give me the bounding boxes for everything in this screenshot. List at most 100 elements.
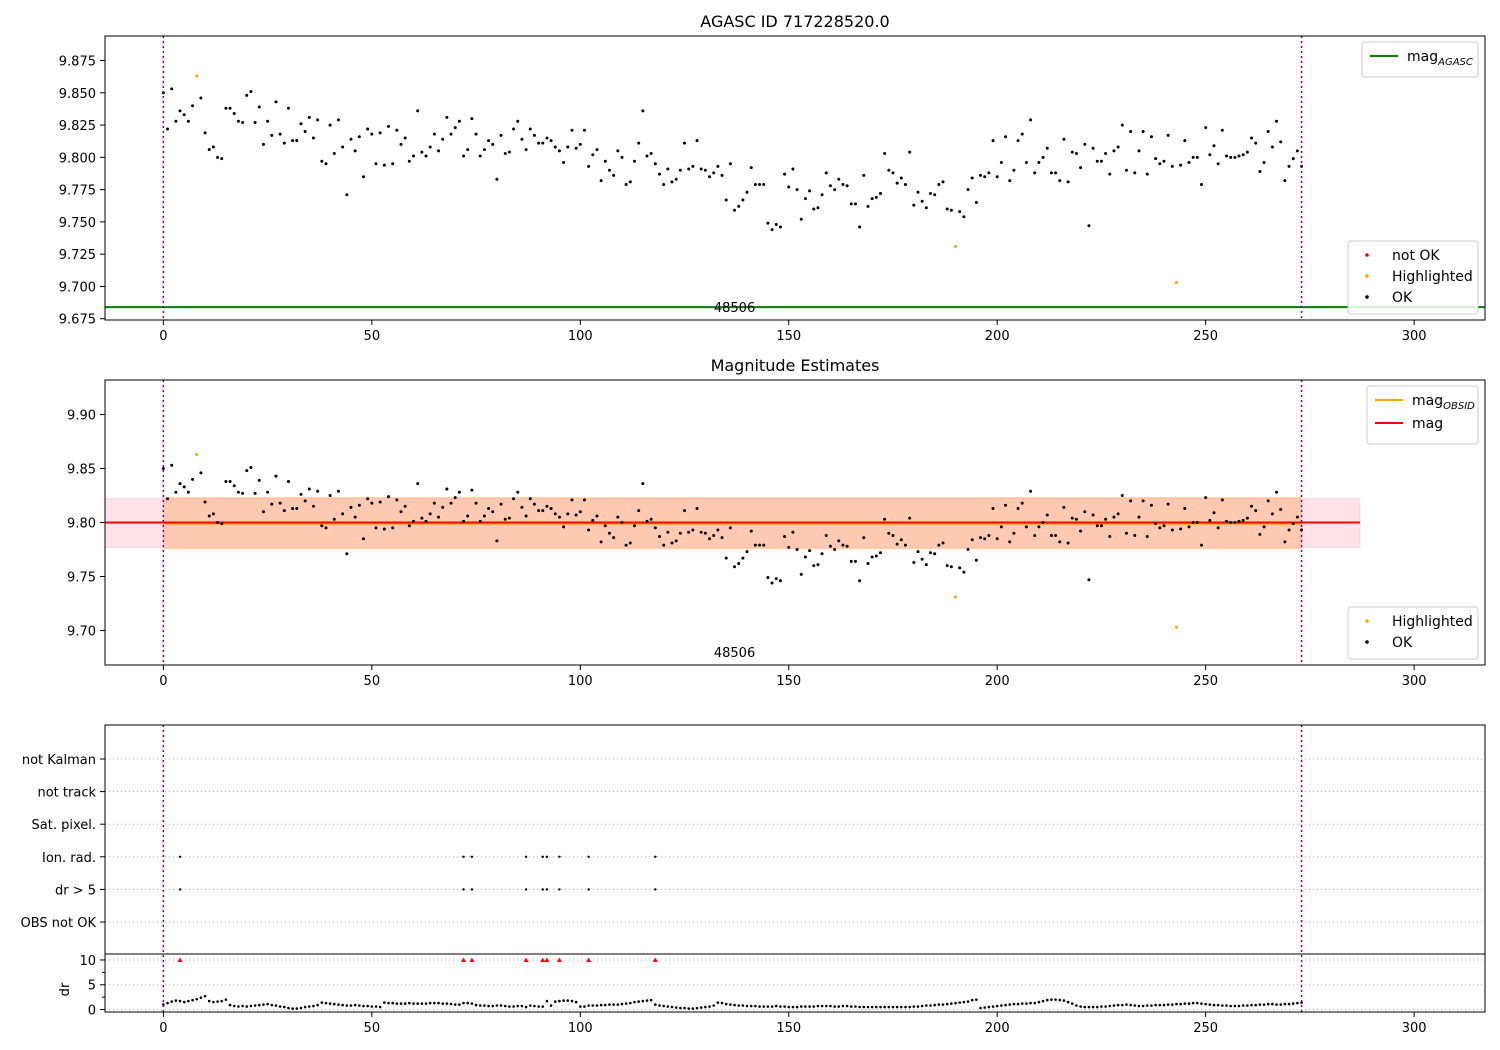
dr-point bbox=[891, 1005, 895, 1009]
dr-point bbox=[166, 1001, 169, 1005]
dr-point bbox=[745, 1004, 749, 1008]
ok-point bbox=[345, 552, 349, 556]
ok-point bbox=[178, 482, 182, 486]
ok-point bbox=[1029, 118, 1033, 122]
dr-point bbox=[608, 1003, 611, 1006]
ok-point bbox=[683, 509, 687, 513]
dr-point bbox=[345, 1004, 349, 1007]
ok-point bbox=[1058, 540, 1062, 544]
dr-clipped-marker bbox=[177, 957, 183, 962]
dr-point bbox=[604, 1003, 607, 1007]
ok-point bbox=[562, 161, 566, 165]
dr-point bbox=[983, 1006, 986, 1009]
dr-point bbox=[1241, 1004, 1245, 1007]
dr-point bbox=[1171, 1003, 1174, 1006]
ok-point bbox=[445, 115, 449, 119]
ok-point bbox=[824, 533, 828, 537]
y-tick-label: 9.775 bbox=[59, 184, 96, 199]
dr-point bbox=[195, 997, 199, 1001]
dr-point bbox=[858, 1005, 861, 1009]
ok-point bbox=[812, 564, 816, 568]
ok-point bbox=[1270, 145, 1274, 149]
ok-point bbox=[812, 207, 816, 211]
ok-point bbox=[1187, 161, 1191, 165]
ok-point bbox=[320, 159, 324, 163]
ok-point bbox=[507, 516, 511, 520]
ok-point bbox=[891, 533, 895, 537]
ok-point bbox=[1275, 490, 1279, 494]
dr-point bbox=[170, 1000, 174, 1003]
ok-point bbox=[311, 504, 315, 508]
y-tick-label: 9.875 bbox=[59, 55, 96, 70]
ok-point bbox=[1120, 494, 1124, 498]
ok-point bbox=[941, 180, 945, 184]
ok-point bbox=[1062, 137, 1066, 141]
ok-point bbox=[774, 577, 778, 581]
ok-point bbox=[1266, 499, 1270, 503]
ok-point bbox=[541, 141, 545, 145]
ok-point bbox=[453, 496, 457, 500]
dr-point bbox=[1008, 1003, 1012, 1006]
dr-point bbox=[966, 1000, 970, 1003]
ok-point bbox=[1049, 171, 1053, 175]
ok-point bbox=[999, 161, 1003, 165]
dr-point bbox=[1221, 1004, 1224, 1007]
x-tick-label: 150 bbox=[776, 329, 801, 344]
dr-point bbox=[954, 1001, 957, 1005]
ok-point bbox=[278, 132, 282, 136]
ok-point bbox=[574, 146, 578, 150]
ok-point bbox=[286, 479, 290, 483]
plot-area bbox=[105, 452, 1361, 629]
ok-point bbox=[916, 190, 920, 194]
ok-point bbox=[1216, 162, 1220, 166]
ok-point bbox=[974, 558, 978, 562]
dr-point bbox=[316, 1003, 319, 1007]
ok-point bbox=[574, 513, 578, 517]
dr-point bbox=[1037, 1000, 1041, 1004]
ok-point bbox=[658, 535, 662, 539]
dr-point bbox=[1012, 1002, 1016, 1006]
dr-point bbox=[683, 1006, 686, 1010]
ok-point bbox=[820, 193, 824, 197]
ok-point bbox=[849, 202, 853, 206]
ok-point bbox=[311, 136, 315, 140]
highlighted-point bbox=[195, 452, 199, 456]
ok-point bbox=[449, 501, 453, 505]
ok-point bbox=[728, 526, 732, 530]
dr-point bbox=[862, 1005, 866, 1009]
ok-point bbox=[1229, 155, 1233, 159]
flag-point bbox=[462, 855, 465, 858]
ok-point bbox=[987, 171, 991, 175]
dr-point bbox=[616, 1003, 620, 1006]
ok-point bbox=[691, 528, 695, 532]
x-tick-label: 0 bbox=[159, 329, 167, 344]
ok-point bbox=[270, 502, 274, 506]
ok-point bbox=[737, 204, 741, 208]
y-tick-label: 9.800 bbox=[59, 151, 96, 166]
dr-point bbox=[912, 1005, 916, 1008]
ok-point bbox=[1241, 518, 1245, 522]
ok-point bbox=[228, 106, 232, 110]
ok-point bbox=[520, 505, 524, 509]
ok-point bbox=[1137, 515, 1141, 519]
dr-point bbox=[378, 1005, 382, 1009]
ok-point bbox=[232, 484, 236, 488]
ok-point bbox=[670, 541, 674, 545]
dr-point bbox=[987, 1005, 991, 1009]
dr-point bbox=[916, 1005, 920, 1008]
dr-point bbox=[900, 1005, 903, 1009]
dr-point bbox=[553, 1000, 557, 1003]
ok-point bbox=[191, 477, 195, 481]
ok-point bbox=[712, 171, 716, 175]
ok-point bbox=[774, 222, 778, 226]
ok-point bbox=[1283, 540, 1287, 544]
ok-point bbox=[174, 490, 178, 494]
dr-clipped-marker bbox=[540, 957, 546, 962]
ok-point bbox=[328, 123, 332, 127]
ok-point bbox=[453, 126, 457, 130]
ok-point bbox=[1179, 527, 1183, 531]
y-tick-label: 9.825 bbox=[59, 119, 96, 134]
ok-point bbox=[591, 518, 595, 522]
ok-point bbox=[853, 202, 857, 206]
